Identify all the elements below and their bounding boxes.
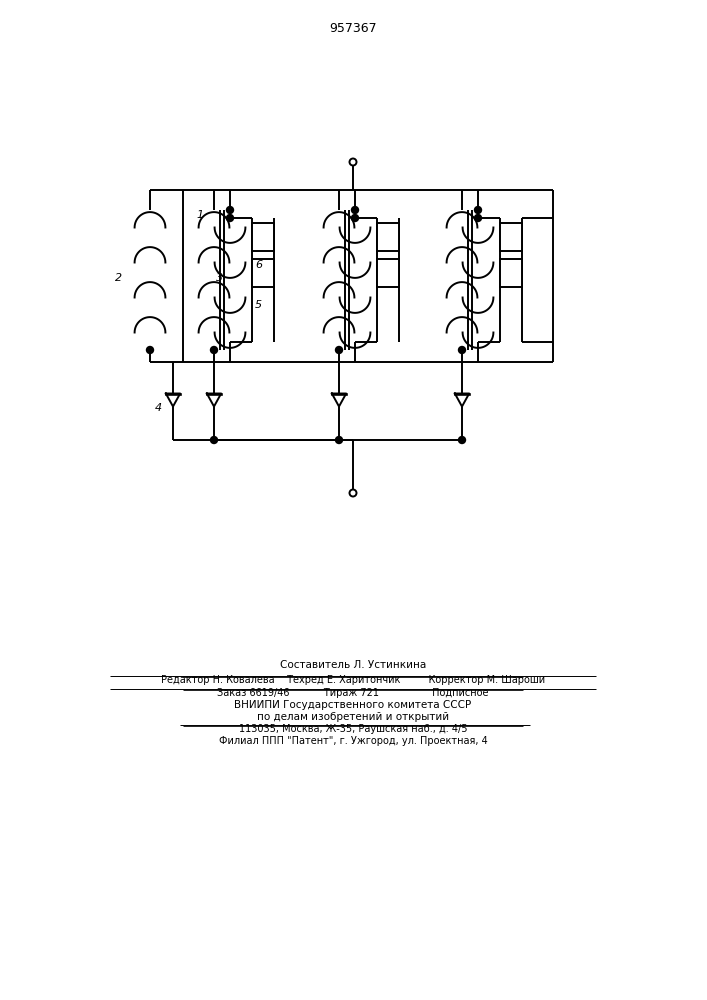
Bar (252, 223, 274, 251)
Circle shape (336, 347, 342, 354)
Circle shape (459, 347, 465, 354)
Text: по делам изобретений и открытий: по делам изобретений и открытий (257, 712, 449, 722)
Circle shape (459, 436, 465, 444)
Text: 5: 5 (255, 300, 262, 310)
Circle shape (226, 215, 233, 222)
Bar (500, 259, 522, 287)
Text: 3: 3 (216, 273, 223, 283)
Circle shape (336, 436, 342, 444)
Text: 6: 6 (255, 260, 262, 270)
Circle shape (349, 158, 356, 165)
Circle shape (226, 207, 233, 214)
Text: 957367: 957367 (329, 21, 377, 34)
Bar (252, 259, 274, 287)
Circle shape (474, 215, 481, 222)
Text: 4: 4 (155, 403, 162, 413)
Text: 1: 1 (196, 210, 203, 220)
Text: Редактор Н. Ковалева    Техред Е. Харитончик         Корректор М. Шароши: Редактор Н. Ковалева Техред Е. Харитончи… (161, 675, 545, 685)
Text: 2: 2 (115, 273, 122, 283)
Text: Составитель Л. Устинкина: Составитель Л. Устинкина (280, 660, 426, 670)
Bar (377, 259, 399, 287)
Circle shape (349, 489, 356, 496)
Circle shape (474, 207, 481, 214)
Circle shape (351, 207, 358, 214)
Circle shape (211, 347, 218, 354)
Text: ВНИИПИ Государственного комитета СССР: ВНИИПИ Государственного комитета СССР (235, 700, 472, 710)
Text: 113035, Москва, Ж-35, Раушская наб., д. 4/5: 113035, Москва, Ж-35, Раушская наб., д. … (239, 724, 467, 734)
Bar (377, 223, 399, 251)
Text: Филиал ППП "Патент", г. Ужгород, ул. Проектная, 4: Филиал ППП "Патент", г. Ужгород, ул. Про… (218, 736, 487, 746)
Text: Заказ 6619/46           Тираж 721                 Подписное: Заказ 6619/46 Тираж 721 Подписное (217, 688, 489, 698)
Circle shape (146, 347, 153, 354)
Circle shape (351, 215, 358, 222)
Bar (500, 223, 522, 251)
Circle shape (211, 436, 218, 444)
